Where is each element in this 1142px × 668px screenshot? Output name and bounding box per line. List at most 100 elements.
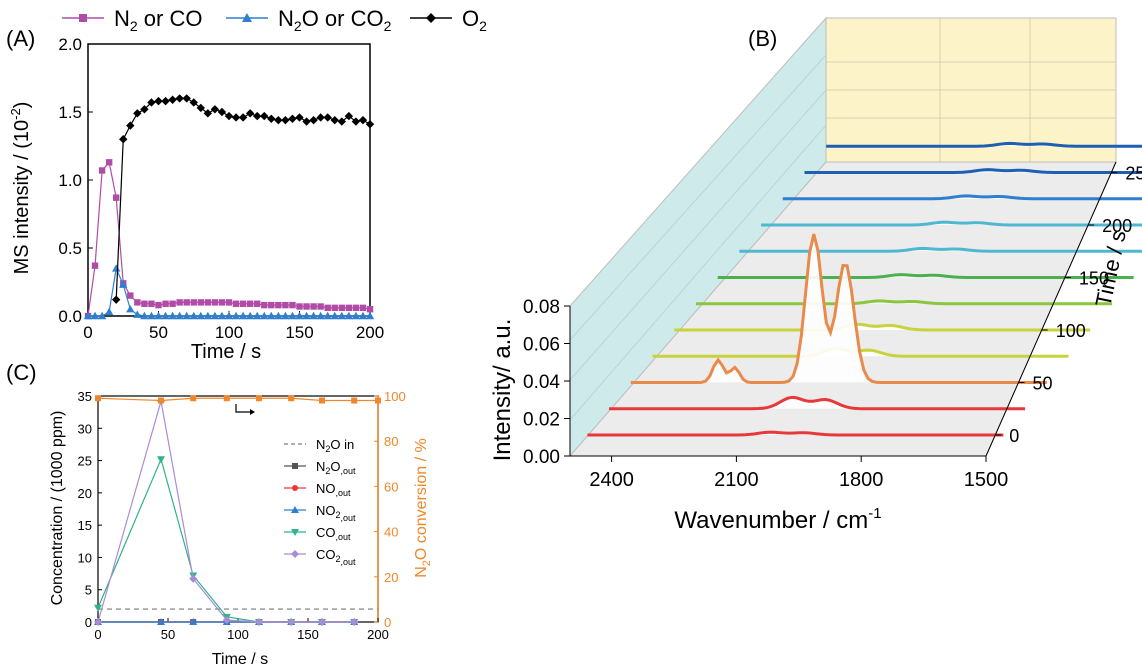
legend-marker bbox=[292, 485, 298, 491]
y-tick-label: 20 bbox=[78, 486, 92, 501]
data-point bbox=[296, 303, 303, 310]
z-tick-label: 150 bbox=[1079, 269, 1109, 289]
z-tick-label: 250 bbox=[1125, 164, 1142, 184]
data-point bbox=[175, 94, 184, 103]
data-point bbox=[168, 95, 177, 104]
x-tick-label: 50 bbox=[149, 323, 168, 342]
panel-b-label: (B) bbox=[748, 26, 777, 51]
data-point bbox=[316, 311, 325, 320]
data-point bbox=[318, 618, 326, 626]
data-point bbox=[218, 299, 226, 306]
panel-b-axes: 0.00 0.02 0.04 0.06 0.08 2400 2100 1800 1500 0 50 1… bbox=[523, 161, 1142, 491]
x-tick-label: 50 bbox=[161, 627, 175, 642]
x-tick-label: 0 bbox=[94, 627, 101, 642]
data-point bbox=[232, 300, 240, 307]
x-tick-label: 2100 bbox=[714, 469, 759, 491]
data-point bbox=[365, 120, 375, 129]
x-tick-label: 150 bbox=[285, 323, 313, 342]
data-point bbox=[225, 299, 233, 306]
data-point bbox=[317, 303, 324, 310]
data-point bbox=[303, 303, 310, 310]
data-point bbox=[104, 307, 114, 316]
data-point bbox=[112, 264, 121, 272]
data-point bbox=[246, 300, 254, 307]
data-point bbox=[182, 94, 191, 103]
y-tick-label: 1.5 bbox=[58, 103, 82, 122]
data-point bbox=[309, 311, 318, 320]
data-point bbox=[324, 304, 331, 312]
panel-a-xlabel: Time / s bbox=[191, 341, 261, 363]
data-point bbox=[203, 109, 213, 118]
data-point bbox=[330, 311, 339, 320]
data-point bbox=[331, 304, 338, 312]
data-point bbox=[260, 311, 269, 320]
z-tick-label: 50 bbox=[1033, 374, 1053, 394]
data-point bbox=[140, 105, 149, 114]
data-point bbox=[288, 114, 297, 123]
series-line bbox=[97, 401, 355, 623]
y-tick-label: 10 bbox=[78, 550, 92, 565]
z-tick-label: 100 bbox=[1056, 321, 1086, 341]
y-tick-label: 0.5 bbox=[58, 239, 82, 258]
legend-label: N2O in bbox=[316, 437, 354, 454]
legend-a-label-n2co: N2 or CO bbox=[114, 6, 202, 34]
y-right-tick-label: 40 bbox=[384, 525, 398, 540]
data-point bbox=[113, 194, 120, 201]
slice-line bbox=[674, 322, 1091, 332]
z-tick-label: 0 bbox=[1009, 426, 1019, 446]
data-point bbox=[169, 300, 176, 307]
data-point bbox=[287, 618, 296, 626]
data-point bbox=[310, 303, 317, 310]
data-point bbox=[231, 113, 241, 122]
data-point bbox=[295, 311, 304, 320]
y-tick-label: 30 bbox=[78, 421, 92, 436]
data-point bbox=[126, 305, 135, 313]
data-point bbox=[211, 299, 219, 306]
y-tick-label: 25 bbox=[78, 454, 92, 469]
data-point bbox=[127, 292, 134, 299]
slice-line bbox=[695, 299, 1112, 306]
legend-marker bbox=[291, 506, 299, 513]
data-point bbox=[190, 395, 197, 402]
data-point bbox=[352, 304, 360, 312]
data-point bbox=[323, 311, 332, 320]
y-tick-label: 0.06 bbox=[523, 335, 560, 356]
data-point bbox=[154, 96, 163, 106]
x-tick-label: 100 bbox=[227, 627, 249, 642]
panel-a-ylabel: MS intensity / (10-2) bbox=[8, 102, 33, 275]
data-point bbox=[253, 311, 262, 320]
data-point bbox=[161, 96, 170, 106]
spectra-slices bbox=[587, 141, 1142, 437]
data-point bbox=[94, 604, 102, 612]
data-point bbox=[358, 115, 368, 125]
data-point bbox=[161, 311, 170, 320]
data-point bbox=[189, 574, 198, 583]
plot-frame bbox=[87, 43, 371, 317]
y-tick-label: 35 bbox=[78, 389, 92, 404]
panel-a-axes: 0 50 100 150 200 0.0 0.5 1.0 1.5 2.0 bbox=[58, 35, 384, 342]
x-tick-label: 200 bbox=[367, 627, 389, 642]
data-point bbox=[133, 109, 142, 118]
y-right-tick-label: 80 bbox=[384, 434, 398, 449]
data-point bbox=[95, 395, 101, 402]
data-point bbox=[351, 117, 361, 126]
data-point bbox=[282, 301, 289, 309]
data-point bbox=[245, 109, 255, 118]
data-point bbox=[196, 103, 205, 113]
legend-a-marker-n2 bbox=[79, 14, 87, 22]
panel-c-ylabel-right: N2O conversion / % bbox=[413, 438, 433, 578]
data-point bbox=[267, 114, 276, 123]
data-point bbox=[245, 311, 255, 320]
legend-label: CO,out bbox=[316, 525, 351, 542]
data-point bbox=[133, 310, 142, 318]
data-point bbox=[231, 311, 241, 320]
z-axis bbox=[985, 161, 1117, 457]
legend-label: NO,out bbox=[316, 481, 351, 498]
y-right-tick-label: 60 bbox=[384, 479, 398, 494]
legend-label: CO2,out bbox=[316, 547, 356, 567]
legend-marker bbox=[292, 463, 298, 469]
panel-a-label: (A) bbox=[6, 26, 35, 51]
data-point bbox=[309, 115, 318, 125]
